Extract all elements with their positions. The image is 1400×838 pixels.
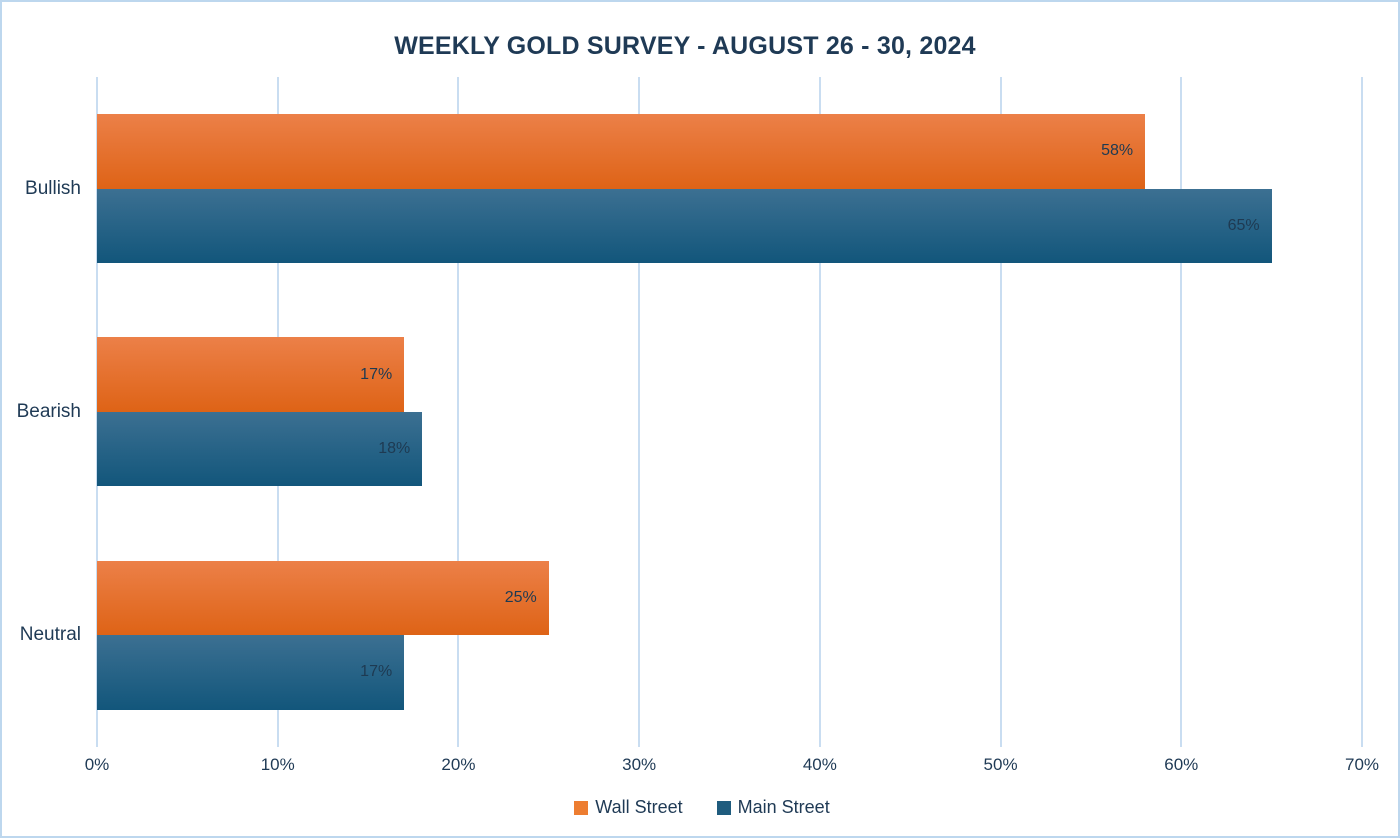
gridline xyxy=(818,77,821,747)
legend-item-main-street: Main Street xyxy=(716,797,830,818)
x-tick-label: 30% xyxy=(622,755,657,774)
x-tick-label: 0% xyxy=(84,755,110,774)
bar-value-label: 58% xyxy=(1101,142,1134,160)
gridline xyxy=(638,77,641,747)
legend-label: Main Street xyxy=(737,797,830,817)
legend-item-wall-street: Wall Street xyxy=(574,797,683,818)
chart-title: WEEKLY GOLD SURVEY - AUGUST 26 - 30, 202… xyxy=(394,32,976,60)
category-label-bullish: Bullish xyxy=(25,177,81,199)
x-tick-label: 10% xyxy=(260,755,295,774)
bar-main-street-bearish: 18% xyxy=(97,411,423,487)
legend-swatch-wall-street xyxy=(574,800,589,815)
category-label-neutral: Neutral xyxy=(19,624,81,646)
category-label-bearish: Bearish xyxy=(16,401,81,422)
plot-area: 58% 65% 17% 18% 25% 17% xyxy=(96,77,1363,747)
category-axis: Bullish Bearish Neutral xyxy=(2,77,97,747)
x-tick-label: 60% xyxy=(1164,755,1199,774)
legend-label: Wall Street xyxy=(595,797,683,817)
gridline xyxy=(1180,77,1183,747)
bar-value-label: 17% xyxy=(360,365,393,383)
gridline xyxy=(999,77,1002,747)
bar-value-label: 17% xyxy=(360,663,393,681)
gridline xyxy=(457,77,460,747)
bar-main-street-neutral: 17% xyxy=(97,635,405,710)
x-tick-label: 50% xyxy=(983,755,1018,774)
gridline xyxy=(1361,77,1363,747)
bar-value-label: 65% xyxy=(1227,216,1260,234)
bar-value-label: 18% xyxy=(378,440,411,458)
bar-group-neutral: 25% 17% xyxy=(97,524,1362,747)
bar-group-bullish: 58% 65% xyxy=(97,77,1362,300)
bar-group-bearish: 17% 18% xyxy=(97,300,1362,523)
bar-main-street-bullish: 65% xyxy=(97,188,1272,263)
x-tick-label: 40% xyxy=(802,755,837,774)
bar-wall-street-bullish: 58% xyxy=(97,114,1146,189)
x-tick-label: 70% xyxy=(1344,755,1380,774)
bar-wall-street-neutral: 25% xyxy=(97,560,549,636)
bar-wall-street-bearish: 17% xyxy=(97,337,405,412)
x-axis: 0% 10% 20% 30% 40% 50% 60% 70% xyxy=(85,755,1379,779)
x-tick-label: 20% xyxy=(441,755,476,774)
legend-swatch-main-street xyxy=(716,800,731,815)
legend: Wall Street Main Street xyxy=(2,797,1400,818)
bar-value-label: 25% xyxy=(504,588,537,606)
